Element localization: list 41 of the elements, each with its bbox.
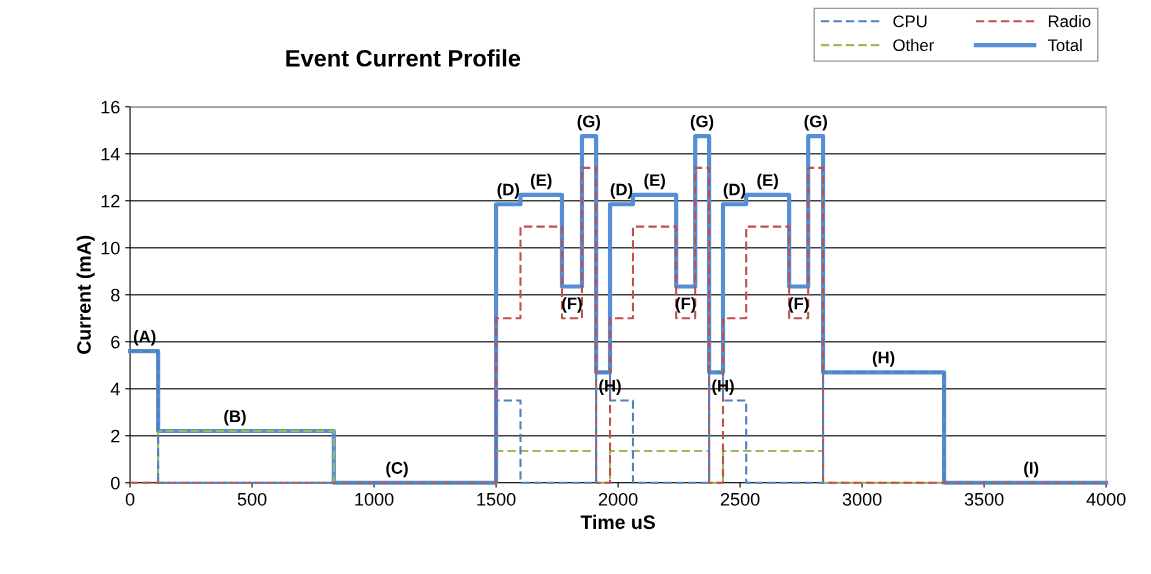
x-tick-label: 1000 (355, 492, 394, 506)
y-tick-label: 12 (101, 194, 120, 208)
annotation: (D) (723, 183, 746, 199)
annotation: (H) (872, 351, 895, 367)
legend-label: CPU (893, 15, 927, 28)
annotation: (E) (757, 173, 778, 190)
legend-label: Total (1047, 38, 1082, 52)
y-tick-label: 0 (111, 476, 120, 490)
annotation: (C) (386, 461, 408, 478)
y-tick-label: 8 (111, 288, 120, 302)
x-tick-label: 1500 (477, 492, 516, 506)
x-tick-label: 0 (125, 492, 135, 506)
annotation: (F) (562, 297, 582, 313)
annotation: (D) (610, 183, 633, 199)
x-tick-label: 4000 (1086, 492, 1126, 506)
annotation: (F) (675, 297, 696, 313)
annotation: (E) (644, 173, 665, 190)
y-tick-label: 2 (111, 429, 120, 443)
annotation: (D) (497, 183, 520, 199)
y-tick-label: 10 (101, 241, 120, 255)
annotation: (G) (804, 115, 827, 131)
y-tick-label: 14 (101, 147, 120, 161)
annotation: (I) (1024, 461, 1039, 478)
chart-title: Event Current Profile (286, 49, 521, 67)
annotation: (F) (788, 297, 809, 313)
legend-label: Radio (1048, 15, 1091, 28)
annotation: (G) (690, 115, 714, 131)
x-axis-title: Time uS (580, 514, 655, 530)
x-tick-label: 2000 (598, 492, 638, 506)
legend-label: Other (893, 38, 934, 52)
annotation: (G) (577, 115, 601, 131)
y-tick-label: 6 (111, 335, 120, 349)
x-tick-label: 3500 (964, 492, 1004, 506)
y-tick-label: 4 (110, 382, 120, 396)
annotation: (B) (224, 409, 246, 426)
y-tick-label: 16 (101, 100, 120, 114)
y-axis-title: Current (mA) (76, 235, 95, 354)
x-tick-label: 3000 (842, 492, 882, 506)
annotation: (E) (530, 173, 552, 190)
x-tick-label: 2500 (720, 492, 760, 506)
x-tick-label: 500 (237, 492, 267, 506)
